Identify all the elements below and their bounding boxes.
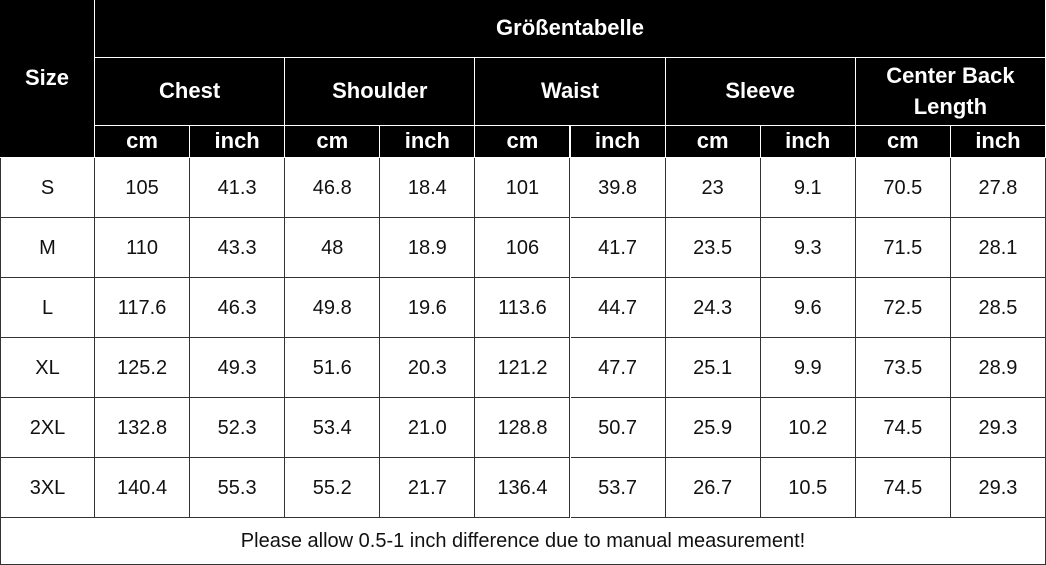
- size-header: Size: [0, 0, 95, 158]
- measurement: 20.3: [380, 338, 476, 398]
- measurement: 10.5: [760, 458, 856, 518]
- measurement: 39.8: [570, 158, 666, 218]
- size-label: S: [0, 158, 95, 218]
- size-label: M: [0, 218, 95, 278]
- measurement: 46.8: [285, 158, 381, 218]
- measurement: 19.6: [380, 278, 476, 338]
- unit-header: cm: [475, 126, 571, 158]
- measurement: 24.3: [665, 278, 761, 338]
- measurement: 10.2: [760, 398, 856, 458]
- measurement: 23.5: [665, 218, 761, 278]
- group-header: Chest: [95, 58, 286, 126]
- measurement: 29.3: [950, 398, 1046, 458]
- measurement: 140.4: [95, 458, 191, 518]
- measurement: 132.8: [95, 398, 191, 458]
- measurement: 18.4: [380, 158, 476, 218]
- measurement: 49.8: [285, 278, 381, 338]
- measurement: 44.7: [570, 278, 666, 338]
- group-header: Sleeve: [665, 58, 856, 126]
- measurement: 21.7: [380, 458, 476, 518]
- measurement: 55.2: [285, 458, 381, 518]
- measurement: 47.7: [570, 338, 666, 398]
- measurement: 27.8: [950, 158, 1046, 218]
- measurement: 28.1: [950, 218, 1046, 278]
- measurement: 53.7: [570, 458, 666, 518]
- unit-header: inch: [570, 126, 666, 158]
- measurement: 136.4: [475, 458, 571, 518]
- measurement: 48: [285, 218, 381, 278]
- measurement: 70.5: [855, 158, 951, 218]
- measurement: 41.3: [190, 158, 286, 218]
- measurement: 53.4: [285, 398, 381, 458]
- table-title: Größentabelle: [95, 0, 1046, 58]
- unit-header: inch: [190, 126, 286, 158]
- measurement: 28.9: [950, 338, 1046, 398]
- measurement: 125.2: [95, 338, 191, 398]
- unit-header: inch: [380, 126, 476, 158]
- measurement: 105: [95, 158, 191, 218]
- measurement: 50.7: [570, 398, 666, 458]
- measurement: 9.1: [760, 158, 856, 218]
- unit-header: cm: [95, 126, 191, 158]
- measurement: 117.6: [95, 278, 191, 338]
- size-label: XL: [0, 338, 95, 398]
- measurement: 46.3: [190, 278, 286, 338]
- measurement: 74.5: [855, 398, 951, 458]
- size-label: 2XL: [0, 398, 95, 458]
- measurement: 18.9: [380, 218, 476, 278]
- measurement: 51.6: [285, 338, 381, 398]
- footer-note: Please allow 0.5-1 inch difference due t…: [0, 518, 1046, 565]
- measurement: 49.3: [190, 338, 286, 398]
- group-header: Shoulder: [285, 58, 476, 126]
- group-header: Waist: [475, 58, 666, 126]
- measurement: 74.5: [855, 458, 951, 518]
- measurement: 55.3: [190, 458, 286, 518]
- unit-header: cm: [855, 126, 951, 158]
- measurement: 52.3: [190, 398, 286, 458]
- measurement: 72.5: [855, 278, 951, 338]
- measurement: 29.3: [950, 458, 1046, 518]
- group-header: Center Back Length: [855, 58, 1046, 126]
- measurement: 128.8: [475, 398, 571, 458]
- measurement: 9.6: [760, 278, 856, 338]
- unit-header: cm: [285, 126, 381, 158]
- measurement: 21.0: [380, 398, 476, 458]
- unit-header: inch: [760, 126, 856, 158]
- measurement: 106: [475, 218, 571, 278]
- measurement: 71.5: [855, 218, 951, 278]
- measurement: 9.3: [760, 218, 856, 278]
- measurement: 9.9: [760, 338, 856, 398]
- measurement: 110: [95, 218, 191, 278]
- measurement: 25.9: [665, 398, 761, 458]
- unit-header: inch: [950, 126, 1046, 158]
- measurement: 23: [665, 158, 761, 218]
- size-label: 3XL: [0, 458, 95, 518]
- unit-header: cm: [665, 126, 761, 158]
- measurement: 41.7: [570, 218, 666, 278]
- measurement: 113.6: [475, 278, 571, 338]
- measurement: 43.3: [190, 218, 286, 278]
- measurement: 25.1: [665, 338, 761, 398]
- measurement: 101: [475, 158, 571, 218]
- size-label: L: [0, 278, 95, 338]
- measurement: 28.5: [950, 278, 1046, 338]
- measurement: 26.7: [665, 458, 761, 518]
- measurement: 73.5: [855, 338, 951, 398]
- measurement: 121.2: [475, 338, 571, 398]
